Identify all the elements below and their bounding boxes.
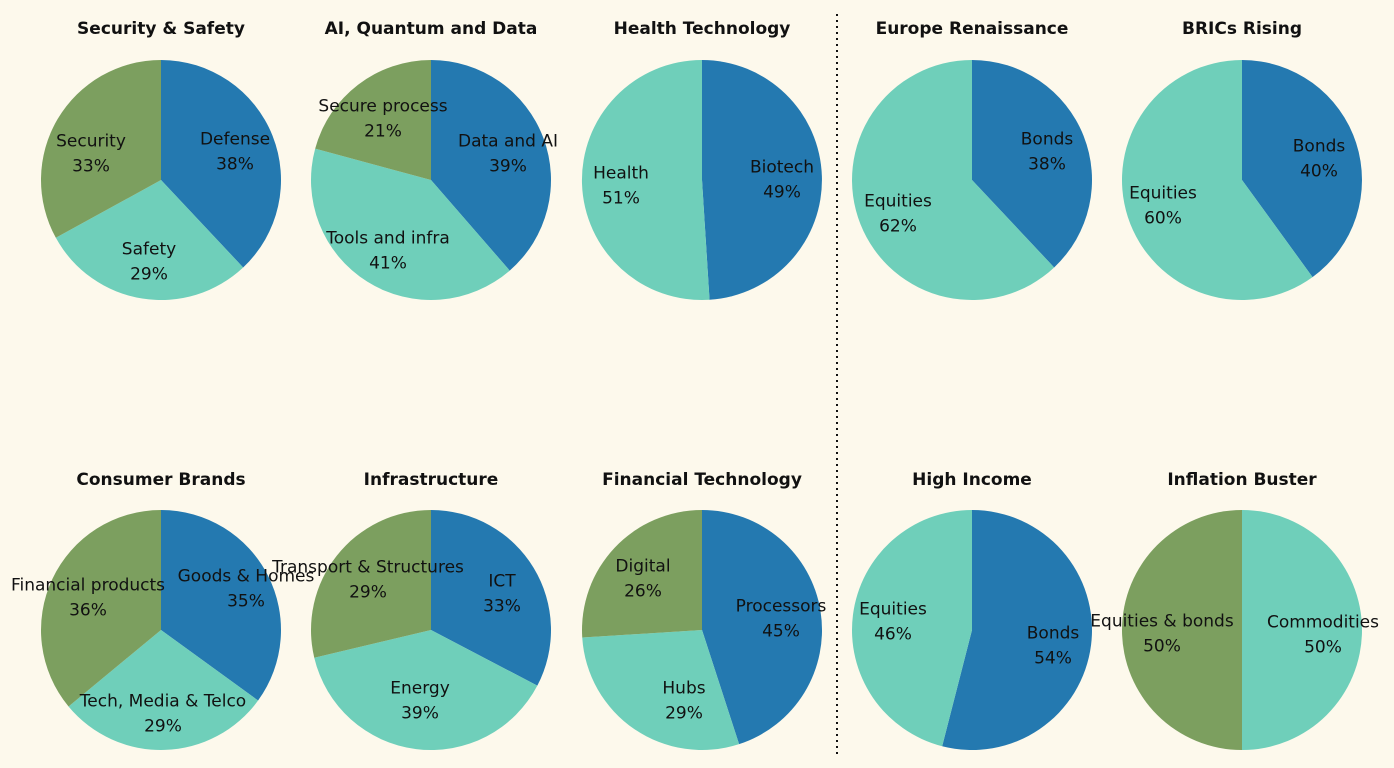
slice-label: Commodities 50% [1267, 613, 1379, 658]
pie-slice-digital [582, 510, 702, 638]
slice-label: Safety 29% [122, 240, 176, 285]
slice-label: Financial products 36% [11, 576, 165, 621]
chart-title: Security & Safety [77, 19, 245, 39]
pie-slice-security [40, 59, 161, 238]
chart-title: Europe Renaissance [876, 19, 1069, 39]
pie-slice-processors [702, 509, 823, 745]
pie-slice-secure-process [315, 60, 431, 180]
chart-title: Inflation Buster [1167, 470, 1317, 490]
chart-title: Health Technology [614, 19, 791, 39]
slice-label: Biotech 49% [750, 158, 814, 203]
slice-label: ICT 33% [483, 572, 521, 617]
pie-slice-bonds [972, 60, 1093, 268]
pie-slice-safety [55, 180, 244, 301]
slice-label: Energy 39% [390, 679, 450, 724]
pie-slice-transport-structures [310, 510, 431, 658]
pie-slice-tech-media-telco [68, 630, 259, 750]
slice-label: Data and AI 39% [458, 132, 558, 177]
pie-chart-high-income: High Income Bonds 54% Equities 46% [852, 470, 1093, 750]
pie-chart-inflation-buster: Inflation Buster Commodities 50% Equities &… [1090, 470, 1379, 750]
slice-label: Health 51% [593, 164, 649, 209]
chart-title: AI, Quantum and Data [325, 19, 538, 39]
chart-title: High Income [912, 470, 1032, 490]
slice-label: Hubs 29% [662, 679, 705, 724]
pie-slice-energy [314, 630, 538, 750]
slice-label: Processors 45% [736, 597, 827, 642]
slice-label: Transport & Structures 29% [271, 558, 464, 603]
pie-slice-bonds [1242, 60, 1362, 278]
slice-label: Equities 60% [1129, 184, 1197, 229]
pie-chart-infrastructure: Infrastructure ICT 33% Energy 39% Transport &… [271, 470, 551, 750]
slice-label: Digital 26% [615, 557, 670, 602]
pie-slice-equities [852, 510, 972, 747]
pie-slice-hubs [582, 630, 740, 751]
chart-title: BRICs Rising [1182, 19, 1302, 39]
pie-slice-commodities [1242, 510, 1362, 750]
pie-slice-biotech [702, 60, 822, 300]
pie-slice-equities-bonds [1122, 510, 1242, 750]
pie-chart-security-safety: Security & Safety Defense 38% Safety 29% Secu… [40, 19, 282, 301]
slice-label: Secure process 21% [318, 97, 447, 142]
slice-label: Equities 46% [859, 600, 927, 645]
pie-chart-europe-renaissance: Europe Renaissance Bonds 38% Equities 62% [852, 19, 1093, 300]
pie-chart-financial-technology: Financial Technology Processors 45% Hubs 29%… [582, 470, 827, 751]
slice-label: Bonds 38% [1021, 130, 1074, 175]
pie-slice-goods-homes [161, 510, 281, 701]
slice-label: Equities 62% [864, 192, 932, 237]
pie-chart-ai-quantum-data: AI, Quantum and Data Data and AI 39% Tools … [310, 19, 558, 301]
slice-label: Goods & Homes 35% [178, 567, 315, 612]
chart-title: Financial Technology [602, 470, 802, 490]
pie-slice-defense [161, 60, 282, 268]
slice-label: Equities & bonds 50% [1090, 612, 1234, 657]
pie-slice-ict [431, 510, 551, 686]
slice-label: Bonds 40% [1293, 137, 1346, 182]
slice-label: Tech, Media & Telco 29% [79, 692, 246, 737]
slice-label: Security 33% [56, 132, 126, 177]
pie-chart-health-technology: Health Technology Biotech 49% Health 51% [581, 19, 822, 300]
pie-slice-tools-and-infra [310, 148, 510, 301]
pie-slice-data-and-ai [431, 60, 551, 271]
pie-slice-health [581, 59, 710, 300]
pie-slice-financial-products [41, 510, 162, 707]
slice-label: Defense 38% [200, 130, 270, 175]
pie-chart-brics-rising: BRICs Rising Bonds 40% Equities 60% [1121, 19, 1362, 300]
slice-label: Bonds 54% [1027, 624, 1080, 669]
pie-slice-equities [1121, 59, 1313, 300]
slice-label: Tools and infra 41% [325, 229, 450, 274]
pie-slice-bonds [942, 509, 1093, 750]
pie-slice-equities [852, 60, 1055, 300]
chart-title: Infrastructure [364, 470, 499, 490]
chart-title: Consumer Brands [76, 470, 245, 490]
pie-chart-consumer-brands: Consumer Brands Goods & Homes 35% Tech, Med… [11, 470, 315, 750]
